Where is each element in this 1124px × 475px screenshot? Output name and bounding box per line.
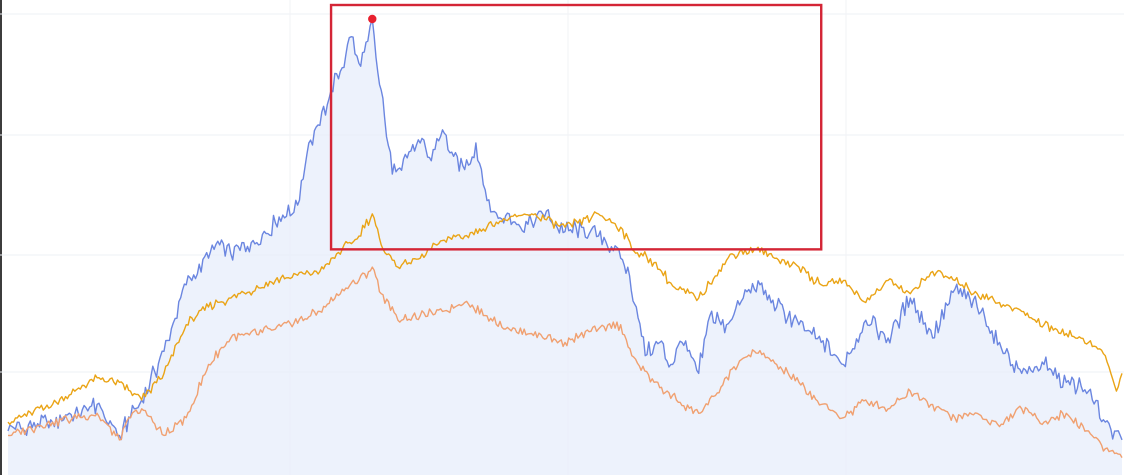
highlight-box bbox=[329, 3, 823, 251]
annotations bbox=[329, 3, 823, 251]
peak-marker bbox=[368, 14, 377, 24]
series-lines bbox=[7, 18, 1123, 458]
series-line-orange bbox=[7, 266, 1123, 458]
area-fills bbox=[8, 19, 1122, 475]
series-area-blue bbox=[8, 19, 1122, 475]
series-line-gold bbox=[7, 211, 1123, 426]
series-line-blue bbox=[7, 18, 1123, 441]
left-border bbox=[0, 0, 2, 475]
